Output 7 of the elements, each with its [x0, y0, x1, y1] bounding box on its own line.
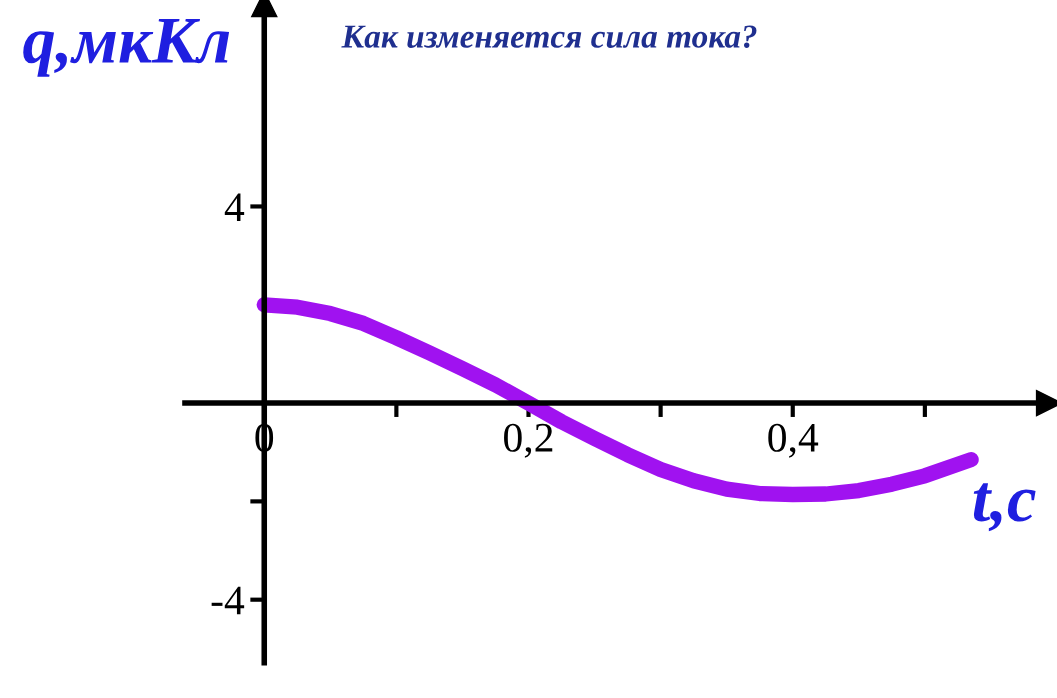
y-tick-label: 4 [224, 193, 245, 221]
x-tick-label: 0,2 [504, 423, 553, 458]
y-tick-label: -4 [211, 586, 245, 615]
x-axis-title: t,с [973, 483, 1036, 532]
text: Как изменяется сила тока? [341, 25, 757, 48]
x-tick-label: 0,4 [768, 423, 819, 458]
y-axis-title: q,мкКл [23, 18, 230, 77]
